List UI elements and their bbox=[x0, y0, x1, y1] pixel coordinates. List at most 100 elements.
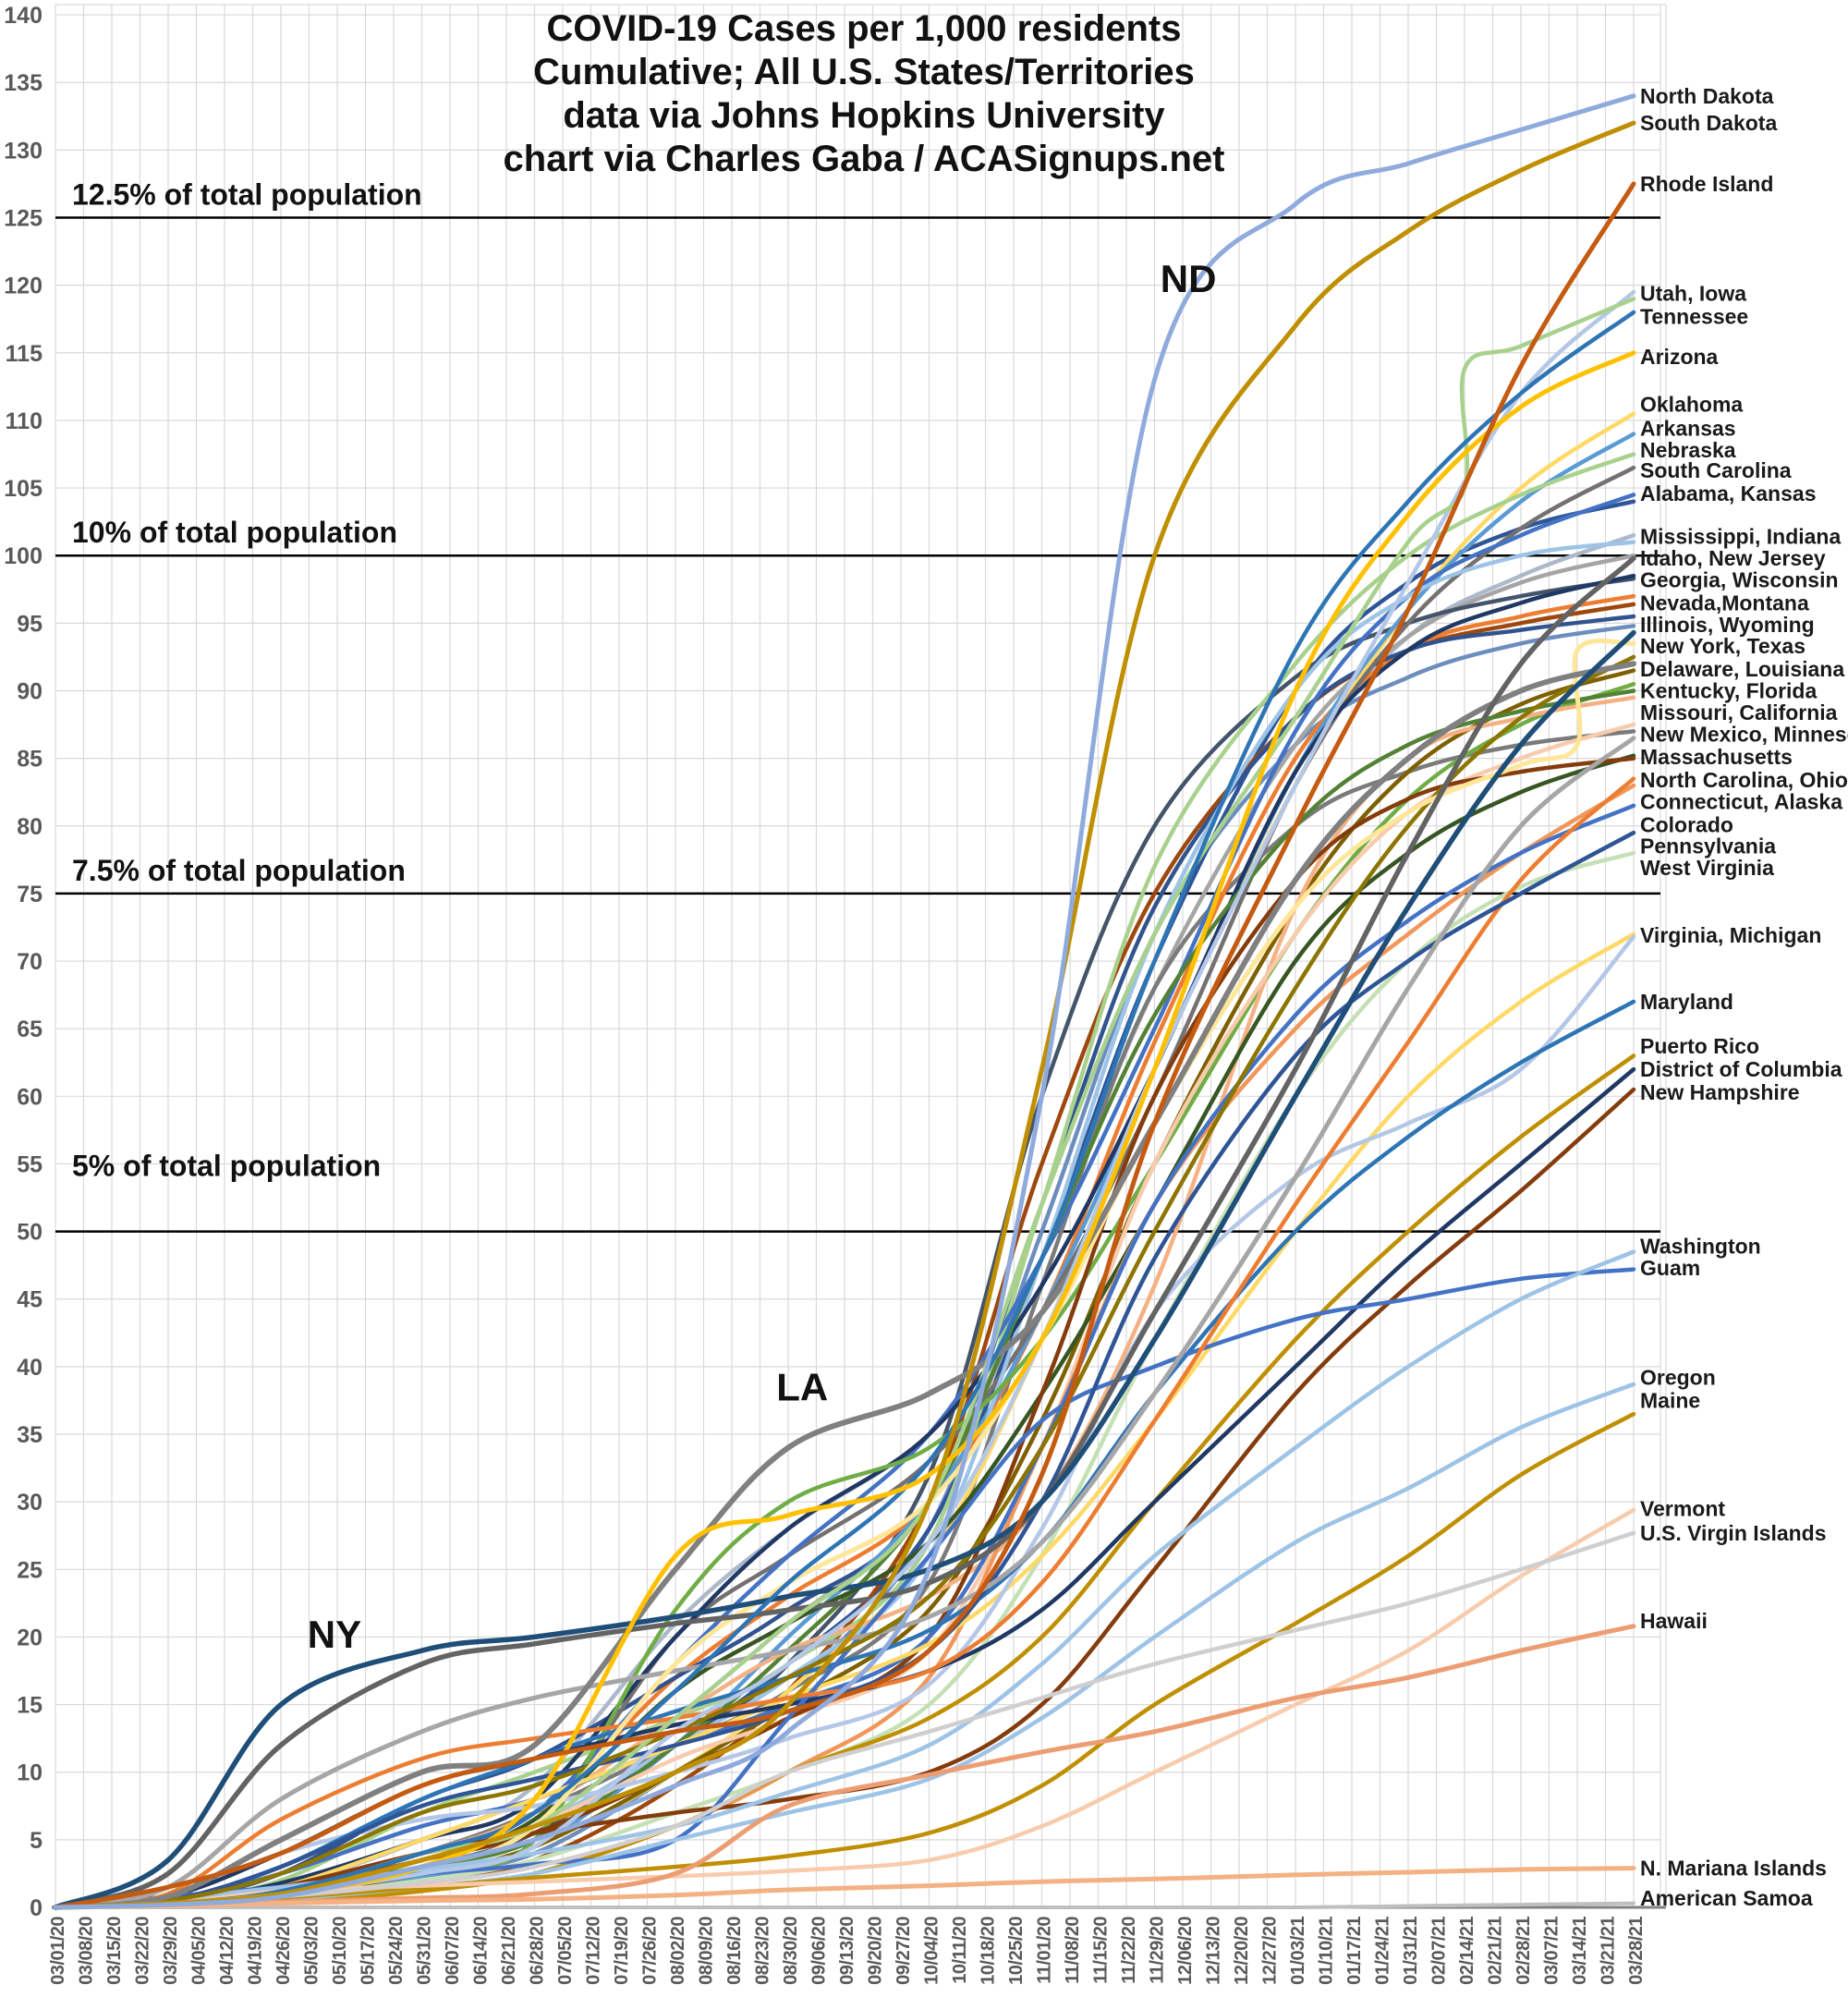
right-label: Missouri, California bbox=[1640, 700, 1838, 725]
right-label: Arizona bbox=[1640, 345, 1719, 369]
x-tick-label: 11/15/20 bbox=[1091, 1917, 1112, 1984]
x-tick-label: 08/16/20 bbox=[724, 1917, 745, 1985]
series-line-tennessee bbox=[53, 310, 1636, 1910]
reference-line-label: 12.5% of total population bbox=[72, 178, 422, 212]
x-tick-label: 11/22/20 bbox=[1119, 1917, 1139, 1984]
right-label: Connecticut, Alaska bbox=[1640, 789, 1842, 813]
right-label: Washington bbox=[1640, 1235, 1761, 1259]
right-label: District of Columbia bbox=[1640, 1057, 1842, 1081]
x-tick-label: 03/21/21 bbox=[1599, 1917, 1619, 1985]
y-tick-label: 5 bbox=[30, 1828, 43, 1854]
right-label: New Hampshire bbox=[1640, 1080, 1800, 1104]
y-tick-label: 75 bbox=[17, 882, 43, 907]
y-tick-label: 130 bbox=[4, 138, 43, 164]
chart-title-line-2: Cumulative; All U.S. States/Territories bbox=[533, 52, 1195, 92]
x-tick-label: 03/29/20 bbox=[161, 1917, 181, 1985]
right-label: Rhode Island bbox=[1640, 172, 1773, 196]
right-label: Utah, Iowa bbox=[1640, 281, 1746, 305]
y-tick-label: 95 bbox=[17, 611, 43, 637]
x-tick-label: 08/30/20 bbox=[781, 1917, 801, 1985]
x-tick-label: 06/21/20 bbox=[499, 1917, 519, 1985]
right-label: Delaware, Louisiana bbox=[1640, 657, 1844, 681]
series-line-north-dakota bbox=[53, 93, 1636, 1910]
right-label: Vermont bbox=[1640, 1496, 1725, 1520]
right-label: Tennessee bbox=[1640, 304, 1748, 328]
series-line-south-dakota bbox=[53, 120, 1636, 1910]
right-label: Virginia, Michigan bbox=[1640, 923, 1821, 947]
right-label: Mississippi, Indiana bbox=[1640, 525, 1841, 549]
y-tick-label: 60 bbox=[17, 1084, 43, 1110]
x-tick-label: 02/28/21 bbox=[1514, 1917, 1534, 1985]
x-tick-label: 06/28/20 bbox=[528, 1917, 548, 1985]
y-tick-label: 35 bbox=[17, 1422, 43, 1448]
x-tick-label: 10/11/20 bbox=[950, 1917, 970, 1984]
x-tick-label: 07/26/20 bbox=[640, 1917, 661, 1985]
x-tick-label: 04/19/20 bbox=[246, 1917, 266, 1985]
y-tick-label: 105 bbox=[4, 476, 43, 502]
right-label: North Dakota bbox=[1640, 84, 1774, 108]
x-tick-label: 11/29/20 bbox=[1148, 1917, 1168, 1984]
x-tick-label: 09/06/20 bbox=[809, 1917, 830, 1985]
right-label: Oklahoma bbox=[1640, 392, 1743, 416]
annotation-la: LA bbox=[776, 1365, 828, 1408]
x-tick-label: 01/17/21 bbox=[1344, 1917, 1365, 1985]
series-line-delaware bbox=[53, 654, 1636, 1910]
y-tick-label: 100 bbox=[4, 543, 43, 569]
x-tick-label: 04/26/20 bbox=[274, 1917, 294, 1985]
series-layer bbox=[53, 93, 1636, 1910]
x-tick-label: 04/05/20 bbox=[189, 1917, 210, 1985]
x-tick-label: 05/31/20 bbox=[415, 1917, 435, 1985]
y-tick-label: 90 bbox=[17, 678, 43, 704]
annotation-nd: ND bbox=[1161, 257, 1217, 300]
series-line-georgia bbox=[53, 573, 1636, 1910]
chart-title-line-3: data via Johns Hopkins University bbox=[563, 95, 1165, 136]
y-tick-label: 0 bbox=[30, 1895, 43, 1921]
labels-layer: 0 5 10 15 20 25 30 35 40 45 50 55 60 65 70 75 80 85 90 95 10… bbox=[4, 3, 1848, 1985]
x-tick-label: 12/13/20 bbox=[1204, 1917, 1224, 1985]
x-tick-label: 08/23/20 bbox=[753, 1917, 773, 1985]
x-tick-label: 03/22/20 bbox=[133, 1917, 153, 1985]
y-tick-label: 135 bbox=[4, 70, 43, 96]
x-tick-label: 12/20/20 bbox=[1232, 1917, 1252, 1985]
reference-line-label: 5% of total population bbox=[72, 1150, 381, 1183]
right-label: Illinois, Wyoming bbox=[1640, 613, 1815, 637]
y-tick-label: 10 bbox=[17, 1760, 43, 1786]
x-tick-label: 04/12/20 bbox=[217, 1917, 237, 1985]
series-line-virginia bbox=[53, 932, 1636, 1910]
series-line-louisiana bbox=[53, 661, 1636, 1910]
y-tick-label: 40 bbox=[17, 1355, 43, 1381]
series-line-michigan bbox=[53, 934, 1636, 1910]
reference-line-label: 7.5% of total population bbox=[72, 854, 406, 887]
right-label: Hawaii bbox=[1640, 1609, 1708, 1633]
y-tick-label: 20 bbox=[17, 1625, 43, 1650]
right-label: U.S. Virgin Islands bbox=[1640, 1521, 1827, 1545]
x-tick-label: 11/08/20 bbox=[1063, 1917, 1083, 1984]
x-tick-label: 05/03/20 bbox=[302, 1917, 322, 1985]
x-tick-label: 02/21/21 bbox=[1486, 1917, 1506, 1985]
x-tick-label: 10/04/20 bbox=[922, 1917, 942, 1985]
x-tick-label: 02/07/21 bbox=[1429, 1917, 1450, 1985]
right-label: Puerto Rico bbox=[1640, 1034, 1759, 1058]
y-tick-label: 50 bbox=[17, 1220, 43, 1246]
right-label: Georgia, Wisconsin bbox=[1640, 568, 1839, 592]
y-tick-label: 25 bbox=[17, 1557, 43, 1583]
series-line-rhode-island bbox=[53, 181, 1636, 1910]
y-tick-label: 85 bbox=[17, 747, 43, 773]
x-tick-label: 01/03/21 bbox=[1288, 1917, 1308, 1985]
y-tick-label: 80 bbox=[17, 814, 43, 840]
chart-title-line-4: chart via Charles Gaba / ACASignups.net bbox=[504, 139, 1225, 179]
y-tick-label: 115 bbox=[6, 341, 43, 367]
x-tick-label: 03/08/20 bbox=[77, 1917, 97, 1985]
series-line-new-jersey bbox=[53, 555, 1636, 1910]
chart-title: COVID-19 Cases per 1,000 residents Cumul… bbox=[504, 8, 1225, 179]
x-tick-label: 01/31/21 bbox=[1401, 1917, 1421, 1985]
x-tick-label: 07/05/20 bbox=[555, 1917, 576, 1985]
right-label: Arkansas bbox=[1640, 417, 1736, 441]
x-tick-label: 03/15/20 bbox=[104, 1917, 125, 1985]
x-tick-label: 10/25/20 bbox=[1006, 1917, 1027, 1985]
x-tick-label: 11/01/20 bbox=[1035, 1917, 1055, 1984]
y-tick-label: 45 bbox=[17, 1287, 43, 1313]
y-tick-label: 110 bbox=[6, 408, 43, 434]
reference-lines-layer: 12.5% of total population 10% of total po… bbox=[55, 178, 1660, 1233]
